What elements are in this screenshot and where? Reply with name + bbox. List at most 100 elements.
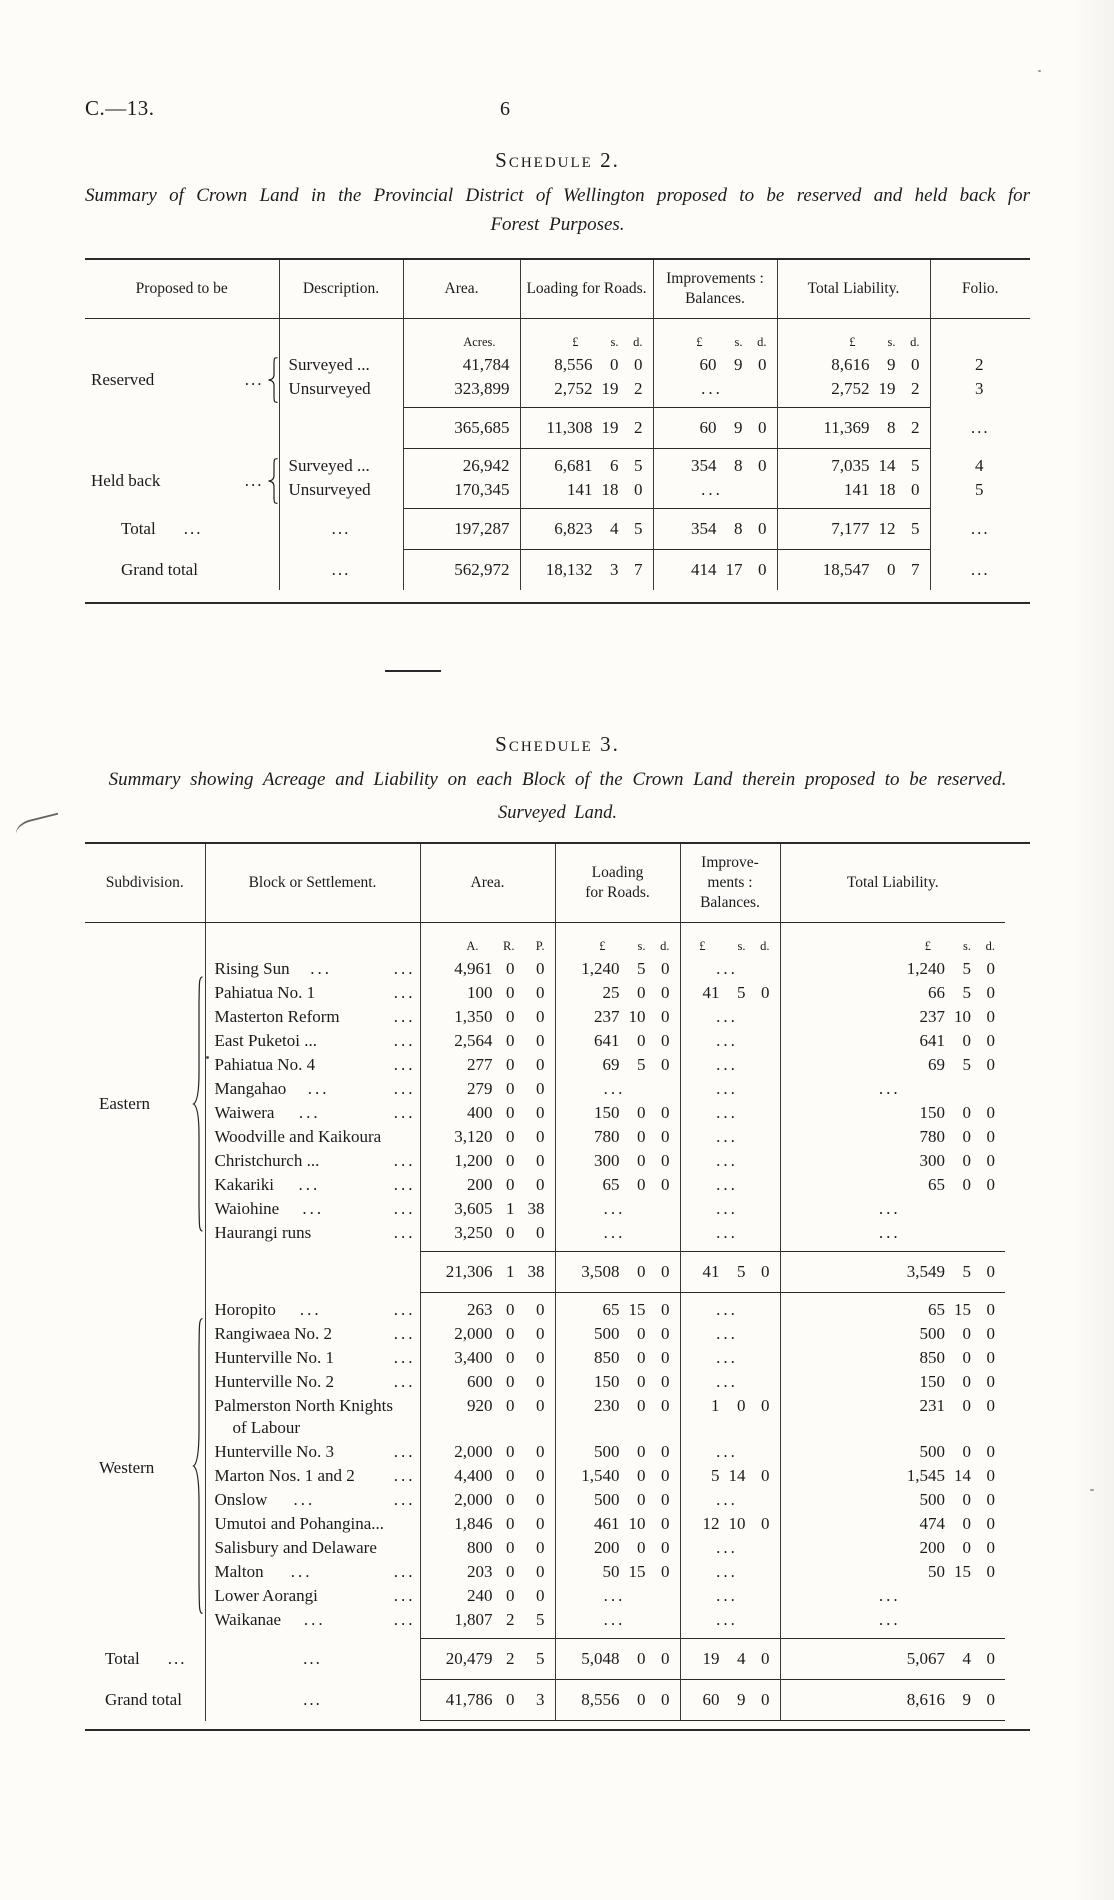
- value-part: 1,240: [581, 959, 620, 979]
- value-part: 8,556: [554, 355, 593, 375]
- data-row: Kakariki...... 200 0 0 65 0 0... 65 0 0: [85, 1173, 1006, 1198]
- block-name: Palmerston North Knights of Labour: [215, 1395, 394, 1439]
- ellipsis-dots: ...: [701, 379, 723, 399]
- block-name-cell: Hunterville No. 3...: [204, 1440, 420, 1465]
- numeric-value: 240 0 0: [421, 1585, 555, 1607]
- value-part: 6,823: [554, 519, 593, 539]
- value-part: 19: [878, 379, 896, 399]
- value-part: 0: [536, 1466, 545, 1486]
- ellipsis-dots: ...: [716, 1175, 738, 1195]
- numeric-value: ...: [681, 1489, 780, 1511]
- row-group-label: Reserved...: [85, 353, 279, 408]
- value-part: 0: [661, 1055, 670, 1075]
- value-part: 0: [506, 1007, 515, 1027]
- block-name-cell: Rangiwaea No. 2...: [204, 1322, 420, 1347]
- numeric-value: 263 0 0: [421, 1299, 555, 1321]
- block-name: Christchurch ...: [214, 1151, 320, 1171]
- block-name-cell: Pahiatua No. 4...: [204, 1053, 420, 1078]
- value-part: 0: [637, 1396, 646, 1416]
- numeric-value: 230 0 0: [556, 1395, 680, 1417]
- ellipsis-dots: ...: [716, 1562, 738, 1582]
- block-name: Rising Sun: [214, 959, 290, 979]
- numeric-value: 203 0 0: [421, 1561, 555, 1583]
- block-name: Marton Nos. 1 and 2: [214, 1466, 355, 1486]
- value-part: 203: [467, 1562, 493, 1582]
- data-row: Masterton Reform... 1,350 0 0 237 10 0... 237 10…: [85, 1005, 1005, 1030]
- ellipsis-dots: ...: [716, 1372, 738, 1392]
- leader-dots: ...: [393, 1610, 416, 1630]
- numeric-value: ...: [556, 1198, 680, 1220]
- value-part: 8: [734, 519, 743, 539]
- value-part: 0: [986, 1127, 996, 1147]
- value-part: 0: [986, 1151, 996, 1171]
- numeric-value: 150 0 0: [781, 1371, 1006, 1393]
- value-part: 15: [628, 1300, 646, 1320]
- numeric-value: 65 0 0: [781, 1174, 1006, 1196]
- numeric-value: ...: [681, 1174, 780, 1196]
- ellipsis-dots: ...: [716, 1442, 738, 1462]
- total-liability-cell: 237 10 0: [779, 1005, 1005, 1030]
- value-part: 2: [506, 1610, 515, 1630]
- ellipsis-dots: ...: [878, 1199, 901, 1219]
- subdivision-label: Western: [99, 1458, 155, 1478]
- data-row: East Puketoi ...... 2,564 0 0 641 0 0... 641 0 0: [85, 1029, 1005, 1054]
- block-name-flex: Mangahao......: [206, 1078, 420, 1100]
- value-part: 60: [699, 355, 717, 375]
- value-part: 500: [919, 1442, 946, 1462]
- area-cell: 3,605 1 38: [419, 1197, 555, 1222]
- ellipsis-dots: ...: [244, 370, 264, 390]
- value-part: 7: [911, 560, 920, 580]
- numeric-value: ...: [681, 1198, 780, 1220]
- value-part: 2: [911, 379, 920, 399]
- cell-text: 3: [975, 379, 986, 399]
- column-header: Area.: [419, 843, 555, 924]
- numeric-value: 2,000 0 0: [421, 1489, 555, 1511]
- column-header: Folio.: [929, 259, 1030, 320]
- data-row: Salisbury and Delaware 800 0 0 200 0 0... 200 0 0: [85, 1536, 1005, 1561]
- value-part: 0: [962, 1538, 972, 1558]
- text-cell: [85, 408, 279, 449]
- numeric-value: 231 0 0: [781, 1395, 1006, 1417]
- schedule3-section: Schedule 3. Summary showing Acreage and …: [85, 732, 1030, 1732]
- value-part: 0: [536, 1031, 545, 1051]
- numeric-value: 18,547 0 7: [778, 559, 930, 581]
- block-name-line: of Labour: [232, 1418, 301, 1438]
- area-cell: 1,846 0 0: [419, 1512, 555, 1537]
- numeric-value: 3,549 5 0: [781, 1261, 1006, 1283]
- total-label-text: Grand total: [105, 1689, 182, 1709]
- value-part: 1,350: [454, 1007, 493, 1027]
- numeric-value: 41 5 0: [681, 982, 780, 1004]
- group-label-text: Reserved: [91, 370, 155, 390]
- value-part: 0: [986, 1690, 996, 1710]
- block-name-cell: Lower Aorangi...: [204, 1584, 420, 1609]
- numeric-value: 8,556 0 0: [521, 354, 653, 376]
- value-part: 0: [761, 1262, 770, 1282]
- loading-cell: 65 15 0: [554, 1292, 680, 1323]
- area-cell: 1,807 2 5: [419, 1608, 555, 1639]
- value-part: 5: [536, 1649, 545, 1669]
- numeric-value: ...: [681, 1537, 780, 1559]
- value-part: 7: [634, 560, 643, 580]
- leader-dots: ...: [290, 1562, 313, 1582]
- numeric-value: 1,807 2 5: [421, 1609, 555, 1631]
- leader-dots: ...: [393, 983, 416, 1003]
- total-liability-cell: 200 0 0: [779, 1536, 1005, 1561]
- numeric-value: ...: [681, 1371, 780, 1393]
- numeric-value: ...: [781, 1222, 1006, 1244]
- leader-dots: ...: [393, 1055, 416, 1075]
- data-row: Haurangi runs... 3,250 0 0.........: [85, 1221, 1005, 1252]
- data-row: Hunterville No. 2... 600 0 0 150 0 0... 150 0 0: [85, 1370, 1006, 1395]
- block-name-flex: Hunterville No. 2...: [206, 1371, 420, 1393]
- value-part: 0: [661, 1300, 670, 1320]
- value-part: s.: [963, 939, 971, 954]
- numeric-value: 11,369 8 2: [778, 417, 930, 439]
- block-name-cell: Pahiatua No. 1...: [204, 981, 420, 1006]
- total-label-cell: Grand total: [85, 550, 279, 591]
- numeric-value: ...: [781, 1078, 1006, 1100]
- value-part: £: [696, 335, 703, 350]
- folio-cell: ...: [929, 407, 1030, 449]
- block-name-cell: ...: [204, 1638, 420, 1680]
- data-row: Malton...... 203 0 0 50 15 0... 50 15 0: [85, 1560, 1005, 1585]
- loading-cell: 150 0 0: [554, 1370, 680, 1395]
- area-cell: 2,000 0 0: [419, 1440, 555, 1465]
